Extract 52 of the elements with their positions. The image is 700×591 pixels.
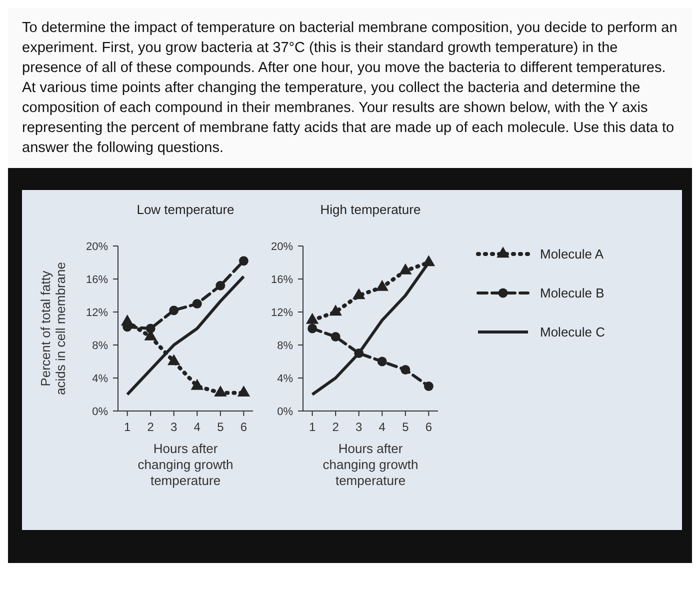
y-tick-label: 16% [270,274,294,286]
legend-label: Molecule C [540,324,606,340]
point [190,378,204,390]
point [376,280,388,291]
x-tick-label: 5 [217,420,224,434]
legend-label: Molecule B [540,286,604,301]
point [214,386,227,397]
point [424,382,434,391]
point [377,356,387,366]
x-tick-label: 2 [147,420,154,434]
point [168,354,180,366]
point [216,280,226,290]
y-tick-label: 12% [86,306,108,319]
legend-label: Molecule A [540,246,604,262]
y-tick-label: 0% [277,406,294,418]
point [169,306,179,316]
point [329,304,342,316]
point [400,365,410,374]
text: To determine the impact of temperature on bacterial membrane composition, you decide to perform an experiment. First, you grow bacteria at 37°C (this is their standard growth temperature) in the presence of all of these compounds. After one hour, you move the bacteria to different temperatures. At various time points after changing the temperature, you collect the bacteria and determine the composition of each compound in their membranes. Your results are shown below, with the Y axis representing the percent of membrane fatty acids that are made up of each molecule. Use this data to answer the following questions. [22,19,678,158]
y-tick-label: 20% [86,240,108,253]
chart-title: High temperature [320,202,421,217]
y-tick-label: 8% [277,340,294,352]
y-tick-label: 8% [92,340,108,352]
x-tick-label: 3 [170,420,178,434]
y-tick-label: 12% [270,306,294,319]
y-tick-label: 16% [86,274,108,286]
point [330,332,340,342]
x-tick-label: 1 [124,420,131,434]
y-tick-label: 0% [92,406,108,418]
x-tick-label: 3 [356,420,363,434]
point [399,263,412,274]
point [306,312,319,324]
x-tick-label: 2 [332,420,340,434]
x-tick-label: 5 [402,420,410,434]
point [192,299,202,308]
point [146,324,156,334]
y-tick-label: 4% [92,372,108,385]
y-tick-label: 20% [270,240,294,253]
point [352,288,366,300]
x-tick-label: 6 [425,420,432,434]
y-tick-label: 4% [277,372,294,385]
y-axis-title: Percent of total fatty acids in cell membrane [38,262,68,395]
point [237,386,250,397]
x-axis-title: Hours after changing growth temperature [138,441,234,488]
point [308,324,318,334]
x-axis-title: Hours after changing growth temperature [322,441,418,488]
point [238,256,248,266]
x-tick-label: 4 [378,420,386,434]
x-tick-label: 1 [308,420,316,434]
chart-title: Low temperature [136,202,234,217]
x-tick-label: 4 [194,420,201,434]
x-tick-label: 6 [240,420,248,434]
